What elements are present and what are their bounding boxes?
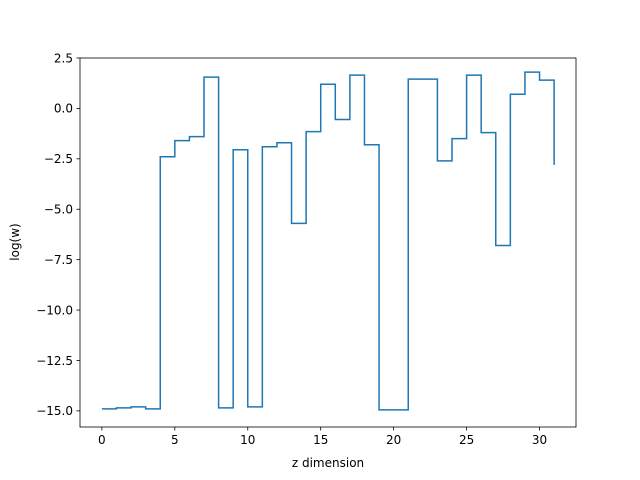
y-tick-label: 0.0 xyxy=(54,102,73,116)
y-tick-label: −5.0 xyxy=(44,203,73,217)
y-tick-label: 2.5 xyxy=(54,51,73,65)
y-axis-label: log(w) xyxy=(8,223,22,260)
x-tick-label: 25 xyxy=(459,433,474,447)
y-axis: 2.5 0.0 −2.5 −5.0 −7.5 −10.0 −12.5 −15.0 xyxy=(36,51,80,418)
y-tick-label: −15.0 xyxy=(36,404,73,418)
y-tick-label: −10.0 xyxy=(36,303,73,317)
x-tick-label: 20 xyxy=(386,433,401,447)
x-axis: 0 5 10 15 20 25 30 xyxy=(98,427,547,447)
plot-frame xyxy=(79,57,577,428)
y-tick-label: −12.5 xyxy=(36,354,73,368)
x-tick-label: 15 xyxy=(313,433,328,447)
y-tick-label: −2.5 xyxy=(44,152,73,166)
x-tick-label: 5 xyxy=(171,433,179,447)
series-line xyxy=(101,71,555,411)
plot-area xyxy=(79,57,577,428)
x-tick-label: 10 xyxy=(240,433,255,447)
x-tick-label: 30 xyxy=(532,433,547,447)
x-axis-label: z dimension xyxy=(292,456,364,470)
x-tick-label: 0 xyxy=(98,433,106,447)
y-tick-label: −7.5 xyxy=(44,253,73,267)
